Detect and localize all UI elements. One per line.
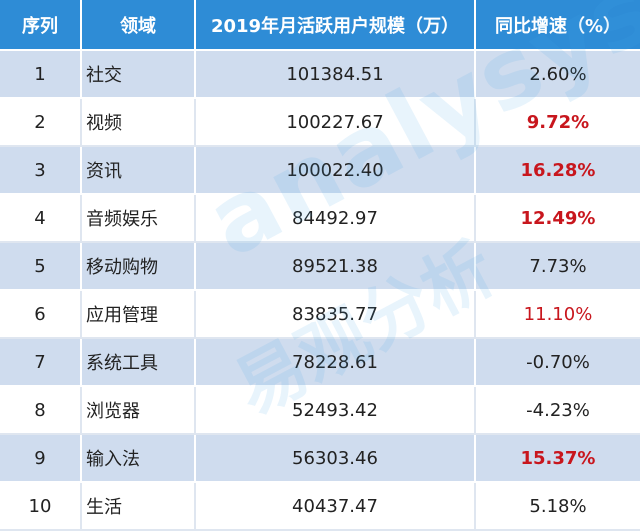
table-row: 7 系统工具 78228.61 -0.70%: [0, 339, 640, 387]
row-yoy: 2.60%: [476, 51, 640, 99]
table-row: 2 视频 100227.67 9.72%: [0, 99, 640, 147]
row-index: 6: [0, 291, 82, 339]
row-index: 3: [0, 147, 82, 195]
header-yoy: 同比增速（%）: [476, 0, 640, 51]
row-yoy: 12.49%: [476, 195, 640, 243]
row-field: 音频娱乐: [82, 195, 196, 243]
row-index: 8: [0, 387, 82, 435]
header-field: 领域: [82, 0, 196, 51]
header-mau: 2019年月活跃用户规模（万）: [196, 0, 476, 51]
row-field: 浏览器: [82, 387, 196, 435]
row-yoy: -0.70%: [476, 339, 640, 387]
row-index: 1: [0, 51, 82, 99]
row-yoy: 11.10%: [476, 291, 640, 339]
table-row: 10 生活 40437.47 5.18%: [0, 483, 640, 531]
table-row: 9 输入法 56303.46 15.37%: [0, 435, 640, 483]
row-index: 7: [0, 339, 82, 387]
row-mau: 84492.97: [196, 195, 476, 243]
row-field: 社交: [82, 51, 196, 99]
row-index: 4: [0, 195, 82, 243]
table-row: 3 资讯 100022.40 16.28%: [0, 147, 640, 195]
table-row: 8 浏览器 52493.42 -4.23%: [0, 387, 640, 435]
row-mau: 78228.61: [196, 339, 476, 387]
table-row: 4 音频娱乐 84492.97 12.49%: [0, 195, 640, 243]
row-mau: 56303.46: [196, 435, 476, 483]
table-row: 6 应用管理 83835.77 11.10%: [0, 291, 640, 339]
row-mau: 40437.47: [196, 483, 476, 531]
row-mau: 101384.51: [196, 51, 476, 99]
row-field: 应用管理: [82, 291, 196, 339]
row-index: 2: [0, 99, 82, 147]
row-yoy: 9.72%: [476, 99, 640, 147]
row-field: 视频: [82, 99, 196, 147]
row-yoy: -4.23%: [476, 387, 640, 435]
row-index: 5: [0, 243, 82, 291]
row-index: 10: [0, 483, 82, 531]
row-mau: 100022.40: [196, 147, 476, 195]
header-index: 序列: [0, 0, 82, 51]
row-index: 9: [0, 435, 82, 483]
row-mau: 52493.42: [196, 387, 476, 435]
row-field: 系统工具: [82, 339, 196, 387]
table-row: 1 社交 101384.51 2.60%: [0, 51, 640, 99]
row-field: 移动购物: [82, 243, 196, 291]
table-row: 5 移动购物 89521.38 7.73%: [0, 243, 640, 291]
row-field: 输入法: [82, 435, 196, 483]
row-yoy: 5.18%: [476, 483, 640, 531]
header-row: 序列 领域 2019年月活跃用户规模（万） 同比增速（%）: [0, 0, 640, 51]
row-field: 资讯: [82, 147, 196, 195]
row-mau: 83835.77: [196, 291, 476, 339]
row-field: 生活: [82, 483, 196, 531]
row-mau: 89521.38: [196, 243, 476, 291]
row-yoy: 15.37%: [476, 435, 640, 483]
row-yoy: 7.73%: [476, 243, 640, 291]
row-yoy: 16.28%: [476, 147, 640, 195]
row-mau: 100227.67: [196, 99, 476, 147]
